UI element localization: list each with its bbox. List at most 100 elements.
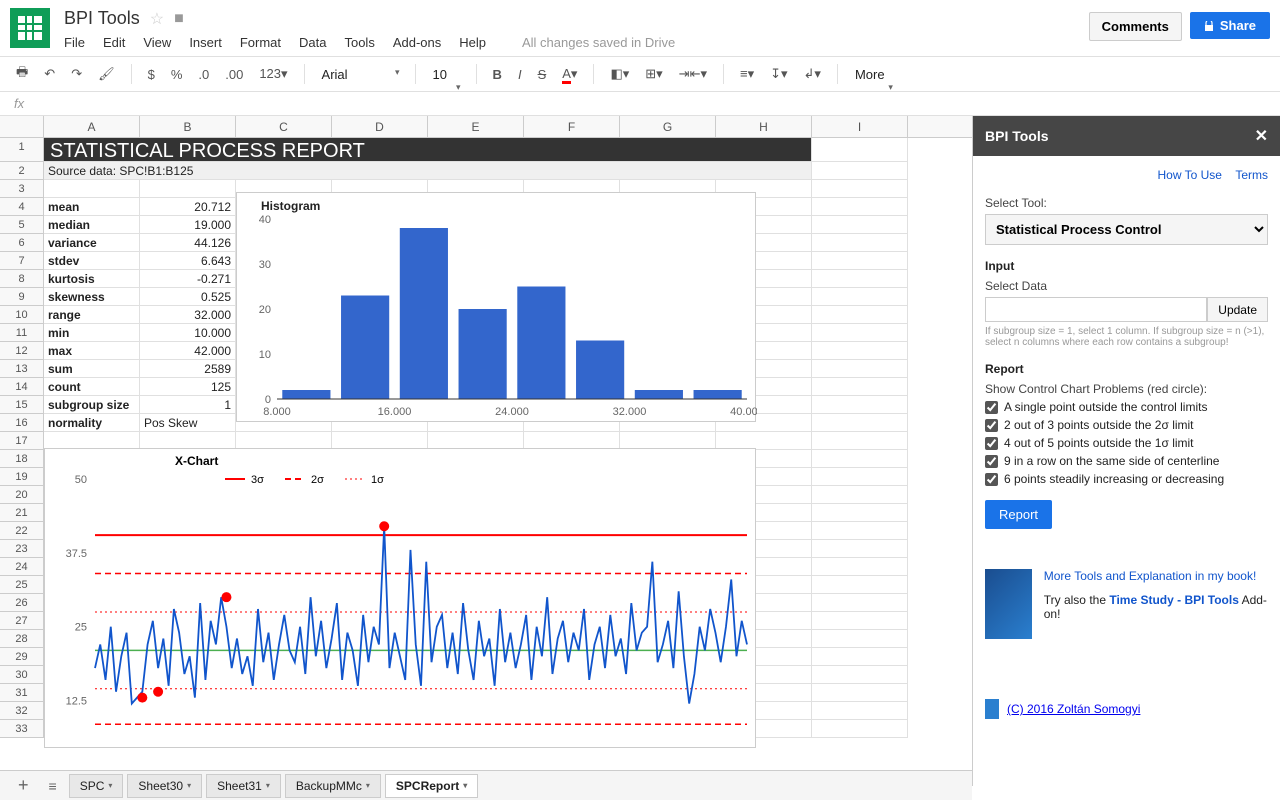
text-color-icon[interactable]: A▾ [556, 62, 583, 86]
row-header[interactable]: 5 [0, 216, 43, 234]
row-header[interactable]: 25 [0, 576, 43, 594]
row-header[interactable]: 15 [0, 396, 43, 414]
print-icon[interactable]: 🖶 [10, 59, 34, 89]
row-header[interactable]: 18 [0, 450, 43, 468]
report-button[interactable]: Report [985, 500, 1052, 529]
col-header[interactable]: A [44, 116, 140, 137]
menu-insert[interactable]: Insert [189, 35, 222, 50]
share-button[interactable]: Share [1190, 12, 1270, 39]
menu-format[interactable]: Format [240, 35, 281, 50]
row-header[interactable]: 14 [0, 378, 43, 396]
sheet-tab[interactable]: BackupMMc ▾ [285, 774, 381, 798]
row-header[interactable]: 30 [0, 666, 43, 684]
col-header[interactable]: D [332, 116, 428, 137]
row-header[interactable]: 19 [0, 468, 43, 486]
star-icon[interactable]: ☆ [150, 9, 164, 29]
howto-link[interactable]: How To Use [1158, 168, 1222, 182]
menu-help[interactable]: Help [459, 35, 486, 50]
redo-icon[interactable]: ↷ [65, 62, 88, 86]
col-header[interactable]: F [524, 116, 620, 137]
more-menu[interactable]: More [848, 64, 898, 85]
fill-color-icon[interactable]: ◧▾ [604, 62, 635, 86]
h-align-icon[interactable]: ≡▾ [734, 62, 760, 86]
font-size-select[interactable]: 10 [426, 64, 466, 85]
check-option[interactable]: A single point outside the control limit… [985, 400, 1268, 414]
update-button[interactable]: Update [1207, 297, 1268, 322]
paint-format-icon[interactable]: 🖌 [92, 62, 121, 86]
italic-icon[interactable]: I [512, 63, 528, 86]
borders-icon[interactable]: ⊞▾ [639, 62, 668, 86]
menu-file[interactable]: File [64, 35, 85, 50]
menu-tools[interactable]: Tools [344, 35, 374, 50]
sheet-tab[interactable]: SPCReport ▾ [385, 774, 478, 798]
menu-add-ons[interactable]: Add-ons [393, 35, 441, 50]
row-header[interactable]: 31 [0, 684, 43, 702]
row-header[interactable]: 16 [0, 414, 43, 432]
menu-edit[interactable]: Edit [103, 35, 125, 50]
dec-increase-icon[interactable]: .00 [219, 63, 249, 86]
font-select[interactable]: Arial [315, 64, 405, 85]
row-header[interactable]: 9 [0, 288, 43, 306]
currency-icon[interactable]: $ [142, 63, 161, 86]
merge-icon[interactable]: ⇥⇤▾ [673, 62, 713, 86]
col-header[interactable]: I [812, 116, 908, 137]
col-header[interactable]: E [428, 116, 524, 137]
row-header[interactable]: 29 [0, 648, 43, 666]
percent-icon[interactable]: % [165, 63, 189, 86]
comments-button[interactable]: Comments [1089, 12, 1182, 41]
add-sheet-icon[interactable]: + [10, 775, 37, 796]
row-header[interactable]: 21 [0, 504, 43, 522]
col-header[interactable]: G [620, 116, 716, 137]
row-header[interactable]: 13 [0, 360, 43, 378]
row-header[interactable]: 7 [0, 252, 43, 270]
sheet-tab[interactable]: SPC ▾ [69, 774, 124, 798]
check-option[interactable]: 6 points steadily increasing or decreasi… [985, 472, 1268, 486]
col-header[interactable]: H [716, 116, 812, 137]
col-header[interactable]: C [236, 116, 332, 137]
row-header[interactable]: 12 [0, 342, 43, 360]
col-header[interactable]: B [140, 116, 236, 137]
row-header[interactable]: 20 [0, 486, 43, 504]
wrap-icon[interactable]: ↲▾ [798, 62, 827, 86]
row-header[interactable]: 6 [0, 234, 43, 252]
bold-icon[interactable]: B [487, 63, 508, 86]
row-header[interactable]: 8 [0, 270, 43, 288]
row-header[interactable]: 11 [0, 324, 43, 342]
sheet-tab[interactable]: Sheet31 ▾ [206, 774, 281, 798]
check-option[interactable]: 2 out of 3 points outside the 2σ limit [985, 418, 1268, 432]
formula-bar[interactable]: fx [0, 92, 1280, 116]
row-header[interactable]: 22 [0, 522, 43, 540]
promo-book-link[interactable]: More Tools and Explanation in my book! [1044, 569, 1257, 583]
check-option[interactable]: 9 in a row on the same side of centerlin… [985, 454, 1268, 468]
terms-link[interactable]: Terms [1235, 168, 1268, 182]
close-icon[interactable]: ✕ [1255, 126, 1268, 146]
select-all-corner[interactable] [0, 116, 44, 137]
menu-view[interactable]: View [143, 35, 171, 50]
row-header[interactable]: 24 [0, 558, 43, 576]
undo-icon[interactable]: ↶ [38, 62, 61, 86]
sheet-tab[interactable]: Sheet30 ▾ [127, 774, 202, 798]
data-range-input[interactable] [985, 297, 1207, 322]
row-header[interactable]: 23 [0, 540, 43, 558]
more-formats-icon[interactable]: 123▾ [253, 62, 293, 86]
row-header[interactable]: 10 [0, 306, 43, 324]
promo-addon-link[interactable]: Time Study - BPI Tools [1109, 593, 1239, 607]
row-header[interactable]: 3 [0, 180, 43, 198]
row-header[interactable]: 17 [0, 432, 43, 450]
row-header[interactable]: 2 [0, 162, 43, 180]
row-header[interactable]: 4 [0, 198, 43, 216]
copyright-link[interactable]: (C) 2016 Zoltán Somogyi [1007, 702, 1140, 716]
all-sheets-icon[interactable]: ≡ [41, 778, 65, 794]
v-align-icon[interactable]: ↧▾ [764, 62, 793, 86]
x-chart[interactable]: X-Chart3σ2σ1σ12.52537.550 [44, 448, 756, 748]
row-header[interactable]: 1 [0, 138, 43, 162]
histogram-chart[interactable]: Histogram 0102030408.00016.00024.00032.0… [236, 192, 756, 422]
row-header[interactable]: 26 [0, 594, 43, 612]
strike-icon[interactable]: S [532, 63, 553, 86]
check-option[interactable]: 4 out of 5 points outside the 1σ limit [985, 436, 1268, 450]
row-header[interactable]: 33 [0, 720, 43, 738]
sheets-logo[interactable] [10, 8, 50, 48]
row-header[interactable]: 27 [0, 612, 43, 630]
dec-decrease-icon[interactable]: .0 [192, 63, 215, 86]
row-header[interactable]: 28 [0, 630, 43, 648]
